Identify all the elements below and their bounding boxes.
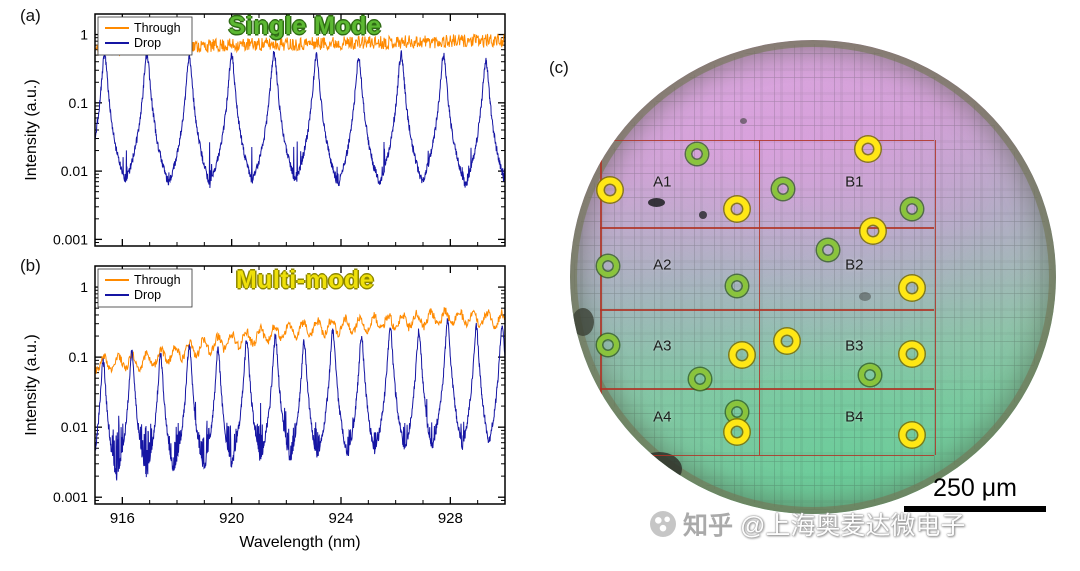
yellow-ring-marker <box>899 275 925 301</box>
watermark: 知乎 @上海奥麦达微电子 <box>650 506 965 542</box>
green-ring-marker <box>817 239 840 262</box>
wafer-grid-line <box>600 388 935 390</box>
wafer-region-label-a2: A2 <box>653 256 672 274</box>
wafer-region-label-b3: B3 <box>845 337 864 355</box>
svg-text:Drop: Drop <box>134 36 161 50</box>
wafer-region-label-b1: B1 <box>845 173 864 191</box>
wafer-region-label-a3: A3 <box>653 337 672 355</box>
wafer-region-label-b4: B4 <box>845 408 864 426</box>
wafer-circuit-pattern <box>574 44 1052 510</box>
scale-bar-label: 250 μm <box>933 474 1017 502</box>
svg-text:1: 1 <box>80 27 88 43</box>
svg-text:0.1: 0.1 <box>69 349 89 365</box>
wafer-region-label-b2: B2 <box>845 256 864 274</box>
wafer-defect-blob <box>571 307 594 336</box>
wafer-rim <box>570 40 1056 514</box>
watermark-logo-icon <box>650 511 676 537</box>
svg-text:Intensity (a.u.): Intensity (a.u.) <box>23 79 40 180</box>
svg-text:0.01: 0.01 <box>61 419 88 435</box>
svg-text:Intensity (a.u.): Intensity (a.u.) <box>23 334 40 435</box>
panel-c-label: (c) <box>549 58 569 77</box>
svg-text:Wavelength (nm): Wavelength (nm) <box>239 534 360 551</box>
scale-bar-line <box>904 506 1046 512</box>
green-ring-marker <box>685 143 708 166</box>
yellow-ring-marker <box>855 136 881 162</box>
yellow-ring-marker <box>729 342 755 368</box>
yellow-ring-marker <box>899 341 925 367</box>
wafer-defect-blob <box>740 118 748 125</box>
green-ring-marker <box>771 177 794 200</box>
wafer-grid-line <box>600 139 935 142</box>
yellow-ring-marker <box>860 218 886 244</box>
yellow-ring-marker <box>899 422 925 448</box>
watermark-handle: @上海奥麦达微电子 <box>740 512 966 540</box>
yellow-ring-marker <box>774 328 800 354</box>
wafer-defect-blob <box>635 452 682 487</box>
wafer-grid-line <box>600 309 935 311</box>
yellow-ring-marker <box>597 177 623 203</box>
green-ring-marker <box>858 364 881 387</box>
green-ring-marker <box>726 275 749 297</box>
panel-b-label: (b) <box>20 256 41 275</box>
green-ring-marker <box>688 367 711 390</box>
wafer-defect-blob <box>859 292 872 302</box>
scale-bar: 250 μm <box>900 474 1050 512</box>
svg-text:Drop: Drop <box>134 288 161 302</box>
svg-text:1: 1 <box>80 279 88 295</box>
wafer-color-tint <box>570 40 1056 514</box>
svg-text:0.001: 0.001 <box>53 489 88 505</box>
wafer-grid-line <box>600 227 935 229</box>
wafer-region-label-a4: A4 <box>653 408 672 426</box>
watermark-brand: 知乎 <box>683 512 734 540</box>
wafer-micrograph: A1 A2 A3 A4 B1 B2 B3 B4 <box>570 40 1056 514</box>
svg-text:916: 916 <box>110 510 135 527</box>
wafer-grid-line <box>600 454 935 457</box>
green-ring-marker <box>596 334 619 357</box>
wafer-grid-line <box>934 139 936 455</box>
wafer-defect-blob <box>647 197 665 207</box>
green-ring-marker <box>901 197 924 220</box>
yellow-ring-marker <box>724 196 750 222</box>
yellow-ring-marker <box>724 419 750 445</box>
panel-a-label: (a) <box>20 6 41 25</box>
wafer-defect-blob <box>699 210 708 219</box>
svg-text:924: 924 <box>328 510 353 527</box>
svg-text:0.01: 0.01 <box>61 163 88 179</box>
svg-text:0.001: 0.001 <box>53 231 88 247</box>
svg-text:0.1: 0.1 <box>69 95 89 111</box>
wafer-grid-line <box>600 139 602 455</box>
svg-text:Through: Through <box>134 21 181 35</box>
svg-text:920: 920 <box>219 510 244 527</box>
wafer-grid-line <box>758 139 761 455</box>
multi-mode-spectrum-chart: 1 0.1 0.01 0.001 916 920 924 928 Intensity (a.u.… <box>0 252 515 571</box>
wafer-region-label-a1: A1 <box>653 173 672 191</box>
svg-text:928: 928 <box>438 510 463 527</box>
svg-text:Through: Through <box>134 273 181 287</box>
green-ring-marker <box>596 255 619 278</box>
